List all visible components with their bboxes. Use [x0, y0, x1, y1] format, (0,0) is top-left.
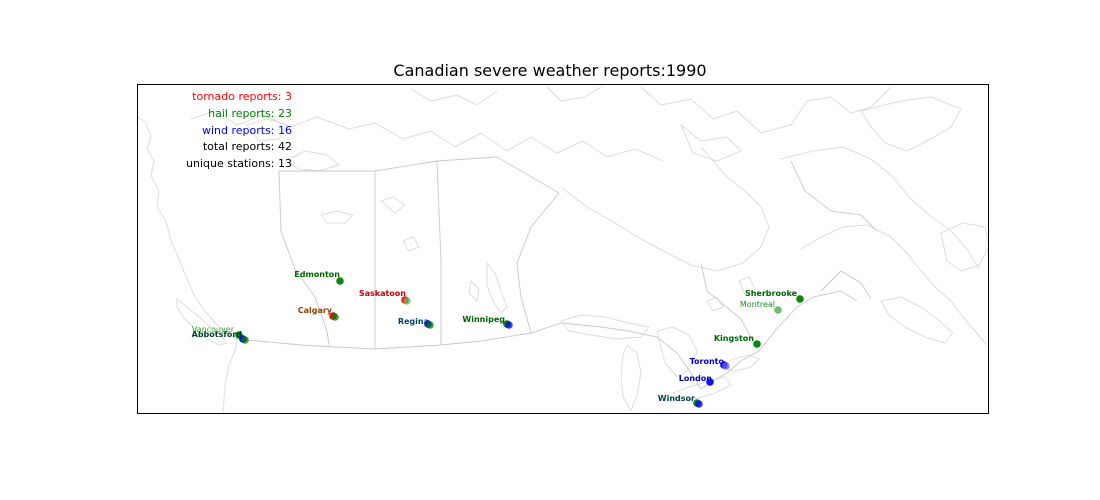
station-label: Saskatoon: [359, 289, 406, 298]
station-marker: [706, 378, 714, 386]
lake-winnipeg: [486, 262, 508, 314]
station-marker: [774, 306, 782, 314]
ontario-quebec-border: [700, 262, 754, 342]
arctic-island: [546, 86, 602, 102]
new-brunswick-border: [820, 270, 872, 300]
baffin-island: [860, 96, 962, 152]
arctic-island: [680, 124, 742, 162]
total-count: total reports: 42: [202, 140, 292, 153]
station-regina: Regina: [398, 317, 434, 329]
tornado-count: tornado reports: 3: [192, 90, 292, 103]
station-label: Montreal: [740, 300, 775, 309]
lake: [380, 196, 406, 214]
station-marker: [695, 400, 703, 408]
vancouver-island: [176, 298, 228, 346]
lake-michigan: [620, 344, 642, 412]
station-london: London: [679, 374, 714, 386]
hail-count: hail reports: 23: [208, 107, 292, 120]
map-title: Canadian severe weather reports:1990: [393, 61, 707, 80]
arctic-coastline: [190, 110, 664, 162]
station-marker: [331, 313, 339, 321]
great-slave-lake: [284, 150, 340, 172]
lake: [706, 296, 724, 312]
lake-athabasca: [320, 210, 354, 224]
lake: [738, 276, 756, 296]
station-marker: [241, 336, 249, 344]
station-label: Abbotsford: [192, 330, 243, 339]
station-marker: [505, 321, 513, 329]
hudson-bay-shore: [560, 146, 770, 272]
nova-scotia: [880, 296, 954, 344]
station-label: Sherbrooke: [745, 289, 798, 298]
station-label: Edmonton: [294, 270, 340, 279]
station-marker: [336, 277, 344, 285]
station-marker: [722, 362, 730, 370]
station-kingston: Kingston: [714, 334, 761, 348]
station-label: Calgary: [298, 306, 333, 315]
labrador-coast: [780, 146, 980, 270]
station-edmonton: Edmonton: [294, 270, 344, 285]
lake-huron: [656, 326, 698, 378]
lake-erie: [672, 376, 732, 402]
bc-alberta-border: [278, 170, 330, 346]
station-abbotsford: Abbotsford: [192, 330, 249, 344]
territories-south-border: [279, 156, 498, 172]
lake: [402, 236, 420, 252]
pacific-coastline: [138, 116, 238, 413]
lake-superior: [560, 314, 650, 340]
quebec-labrador-border: [790, 160, 878, 232]
station-label: Toronto: [690, 357, 725, 366]
unique-stations-count: unique stations: 13: [185, 157, 292, 170]
station-label: Windsor: [658, 394, 695, 403]
lake-ontario: [718, 354, 760, 372]
station-label: Winnipeg: [462, 315, 505, 324]
station-layer: Edmonton Saskatoon Calgary Regina Winnipeg Va…: [192, 270, 804, 408]
station-marker: [403, 297, 411, 305]
report-summary: tornado reports: 3 hail reports: 23 wind…: [137, 90, 292, 170]
manitoba-ontario-border: [496, 156, 560, 334]
us-canada-border: [236, 290, 858, 390]
station-calgary: Calgary: [298, 306, 339, 321]
station-marker: [753, 340, 761, 348]
station-label: Kingston: [714, 334, 754, 343]
arctic-island: [410, 88, 498, 106]
station-winnipeg: Winnipeg: [462, 315, 513, 329]
station-windsor: Windsor: [658, 394, 703, 408]
station-label: Vancouver: [192, 325, 235, 334]
sask-manitoba-border: [436, 160, 442, 345]
lake: [468, 280, 480, 302]
station-label: London: [679, 374, 713, 383]
map-frame: Edmonton Saskatoon Calgary Regina Winnipeg Va…: [137, 84, 989, 414]
station-montreal: Montreal: [740, 300, 782, 314]
station-label: Regina: [398, 317, 429, 326]
station-marker: [796, 295, 804, 303]
station-marker: [426, 321, 434, 329]
station-saskatoon: Saskatoon: [359, 289, 411, 305]
station-toronto: Toronto: [690, 357, 730, 370]
great-bear-lake: [246, 118, 288, 142]
arctic-island: [640, 86, 892, 134]
newfoundland: [940, 222, 988, 272]
canada-basemap: [138, 86, 988, 413]
station-sherbrooke: Sherbrooke: [745, 289, 804, 303]
st-lawrence-gulf: [800, 224, 988, 346]
wind-count: wind reports: 16: [201, 124, 292, 137]
